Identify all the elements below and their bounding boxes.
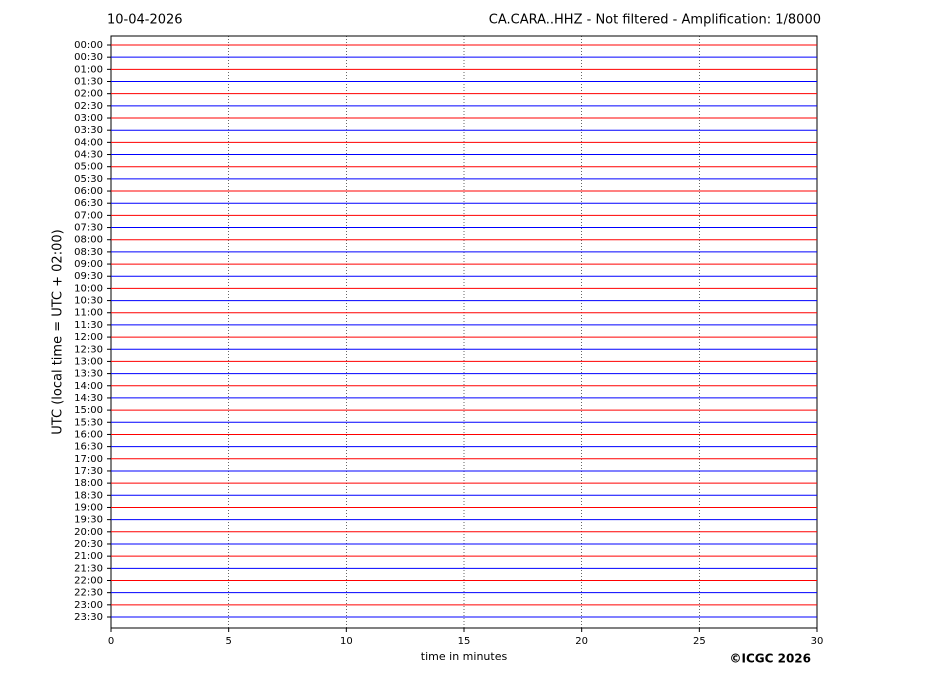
y-tick-label: 10:30 [74, 296, 103, 307]
y-tick-label: 23:00 [74, 600, 103, 611]
x-tick-label: 0 [108, 636, 114, 647]
y-tick-label: 15:30 [74, 417, 103, 428]
y-tick-label: 06:00 [74, 186, 103, 197]
y-tick-label: 20:30 [74, 539, 103, 550]
date-label: 10-04-2026 [107, 13, 183, 28]
y-tick-label: 05:00 [74, 162, 103, 173]
y-tick-label: 01:30 [74, 77, 103, 88]
y-tick-label: 15:00 [74, 405, 103, 416]
y-tick-label: 14:00 [74, 381, 103, 392]
y-tick-label: 09:00 [74, 259, 103, 270]
y-tick-label: 18:00 [74, 478, 103, 489]
y-tick-label: 12:00 [74, 332, 103, 343]
x-tick-label: 30 [811, 636, 824, 647]
y-tick-label: 03:00 [74, 113, 103, 124]
y-tick-label: 20:00 [74, 527, 103, 538]
y-tick-label: 23:30 [74, 612, 103, 623]
y-tick-label: 01:00 [74, 64, 103, 75]
y-tick-label: 06:30 [74, 198, 103, 209]
y-tick-label: 13:30 [74, 369, 103, 380]
y-tick-label: 03:30 [74, 125, 103, 136]
y-tick-label: 21:00 [74, 551, 103, 562]
y-tick-label: 12:30 [74, 344, 103, 355]
y-tick-label: 07:00 [74, 210, 103, 221]
y-tick-label: 04:30 [74, 150, 103, 161]
plot-frame [110, 35, 818, 629]
y-tick-label: 17:30 [74, 466, 103, 477]
y-tick-label: 02:00 [74, 89, 103, 100]
y-tick-label: 19:00 [74, 502, 103, 513]
y-tick-label: 14:30 [74, 393, 103, 404]
y-tick-label: 22:00 [74, 575, 103, 586]
x-tick-label: 10 [340, 636, 353, 647]
y-tick-label: 10:00 [74, 283, 103, 294]
y-axis-label: UTC (local time = UTC + 02:00) [51, 229, 66, 434]
y-tick-label: 22:30 [74, 588, 103, 599]
x-axis-label: time in minutes [421, 650, 508, 663]
y-tick-label: 21:30 [74, 563, 103, 574]
chart-title: CA.CARA..HHZ - Not filtered - Amplificat… [489, 13, 821, 28]
x-tick-label: 25 [693, 636, 706, 647]
y-tick-label: 08:00 [74, 235, 103, 246]
y-tick-label: 02:30 [74, 101, 103, 112]
x-tick-label: 5 [225, 636, 231, 647]
y-tick-label: 07:30 [74, 223, 103, 234]
y-tick-label: 11:30 [74, 320, 103, 331]
y-tick-label: 09:30 [74, 271, 103, 282]
y-tick-label: 17:00 [74, 454, 103, 465]
y-tick-label: 13:00 [74, 356, 103, 367]
y-tick-label: 16:30 [74, 442, 103, 453]
y-tick-label: 00:00 [74, 40, 103, 51]
y-tick-label: 08:30 [74, 247, 103, 258]
y-tick-label: 18:30 [74, 490, 103, 501]
y-tick-label: 11:00 [74, 308, 103, 319]
y-tick-label: 19:30 [74, 515, 103, 526]
x-tick-label: 20 [575, 636, 588, 647]
y-tick-label: 05:30 [74, 174, 103, 185]
y-tick-label: 16:00 [74, 429, 103, 440]
credit: ©ICGC 2026 [729, 652, 811, 666]
x-tick-label: 15 [458, 636, 471, 647]
y-tick-label: 04:00 [74, 137, 103, 148]
y-tick-label: 00:30 [74, 52, 103, 63]
